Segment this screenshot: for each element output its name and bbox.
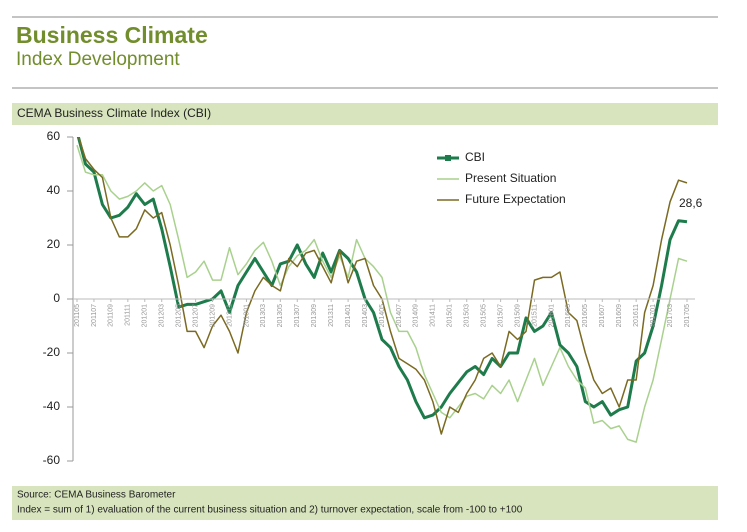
x-tick-label: 201605 (582, 304, 589, 327)
title: Business Climate (16, 22, 208, 48)
y-tick-label: 40 (47, 183, 61, 197)
x-tick-label: 201401 (345, 304, 352, 327)
series-line (76, 137, 688, 420)
x-tick-label: 201211 (226, 304, 233, 327)
x-tick-label: 201509 (514, 304, 521, 327)
x-tick-label: 201111 (125, 304, 132, 326)
x-tick-label: 201305 (277, 304, 284, 327)
x-tick-label: 201705 (684, 304, 691, 327)
data-label: 28,6 (679, 196, 703, 210)
x-tick-label: 201201 (142, 304, 149, 327)
x-tick-label: 201407 (396, 304, 403, 327)
y-tick-label: -40 (43, 399, 61, 413)
x-tick-label: 201207 (192, 304, 199, 327)
y-tick-label: -60 (43, 453, 61, 467)
x-tick-label: 201203 (159, 304, 166, 327)
x-tick-label: 201607 (599, 304, 606, 327)
x-tick-label: 201205 (176, 304, 183, 327)
x-tick-label: 201701 (650, 304, 657, 327)
legend-label: Present Situation (465, 171, 556, 185)
x-tick-label: 201109 (108, 304, 115, 327)
panel-footer (12, 486, 718, 520)
x-tick-label: 201703 (667, 304, 674, 327)
x-tick-label: 201303 (260, 304, 267, 327)
y-tick-label: 20 (47, 237, 61, 251)
x-tick-label: 201409 (413, 304, 420, 327)
x-tick-label: 201511 (531, 304, 538, 327)
panel-title: CEMA Business Climate Index (CBI) (17, 106, 211, 120)
legend-label: Future Expectation (465, 192, 566, 206)
plot-area (76, 137, 688, 443)
y-tick-label: 60 (47, 129, 61, 143)
panel-header (12, 103, 718, 125)
x-tick-label: 201311 (328, 304, 335, 327)
x-tick-label: 201611 (633, 304, 640, 327)
x-tick-label: 201301 (243, 304, 250, 327)
x-tick-label: 201403 (362, 304, 369, 327)
x-tick-label: 201505 (481, 304, 488, 327)
series-line (77, 137, 688, 435)
x-tick-label: 201503 (464, 304, 471, 327)
series-line (76, 144, 688, 443)
x-tick-label: 201107 (91, 304, 98, 327)
x-tick-label: 201405 (379, 304, 386, 327)
x-tick-label: 201309 (311, 304, 318, 327)
legend-marker (445, 155, 451, 161)
source: Source: CEMA Business Barometer (17, 490, 176, 501)
y-tick-label: 0 (53, 291, 60, 305)
note: Index = sum of 1) evaluation of the curr… (17, 505, 523, 516)
x-tick-label: 201501 (447, 304, 454, 327)
legend-label: CBI (465, 150, 485, 164)
x-tick-label: 201105 (74, 304, 81, 327)
x-tick-label: 201507 (497, 304, 504, 327)
x-tick-label: 201411 (430, 304, 437, 327)
x-tick-label: 201601 (548, 304, 555, 327)
y-tick-label: -20 (43, 345, 61, 359)
subtitle: Index Development (16, 49, 180, 70)
x-tick-label: 201609 (616, 304, 623, 327)
x-tick-label: 201209 (209, 304, 216, 327)
x-tick-label: 201307 (294, 304, 301, 327)
x-tick-label: 201603 (565, 304, 572, 327)
